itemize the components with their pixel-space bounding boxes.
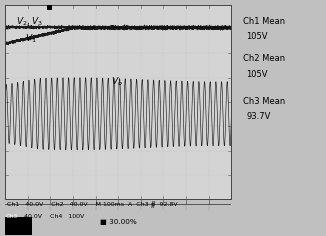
- Bar: [48, 5, 52, 10]
- Bar: [5, 217, 32, 235]
- Text: ■ 30.00%: ■ 30.00%: [100, 219, 137, 225]
- Text: Ch3 Mean: Ch3 Mean: [243, 97, 285, 106]
- Text: 93.7V: 93.7V: [246, 112, 271, 121]
- Text: 40.0V    Ch4   100V: 40.0V Ch4 100V: [20, 214, 84, 219]
- Text: 105V: 105V: [246, 70, 268, 79]
- Text: Ch2 Mean: Ch2 Mean: [243, 54, 285, 63]
- Text: $V_2,V_3$: $V_2,V_3$: [16, 15, 43, 28]
- Text: Ch1   40.0V    Ch2   40.0V    M 100ms  A  Ch3 ∯  92.8V: Ch1 40.0V Ch2 40.0V M 100ms A Ch3 ∯ 92.8…: [7, 201, 178, 207]
- Text: Ch3: Ch3: [6, 214, 18, 219]
- Text: 105V: 105V: [246, 32, 268, 41]
- Text: $V_1$: $V_1$: [25, 33, 37, 46]
- Text: $V_o$: $V_o$: [111, 76, 123, 88]
- Text: Ch1 Mean: Ch1 Mean: [243, 17, 285, 25]
